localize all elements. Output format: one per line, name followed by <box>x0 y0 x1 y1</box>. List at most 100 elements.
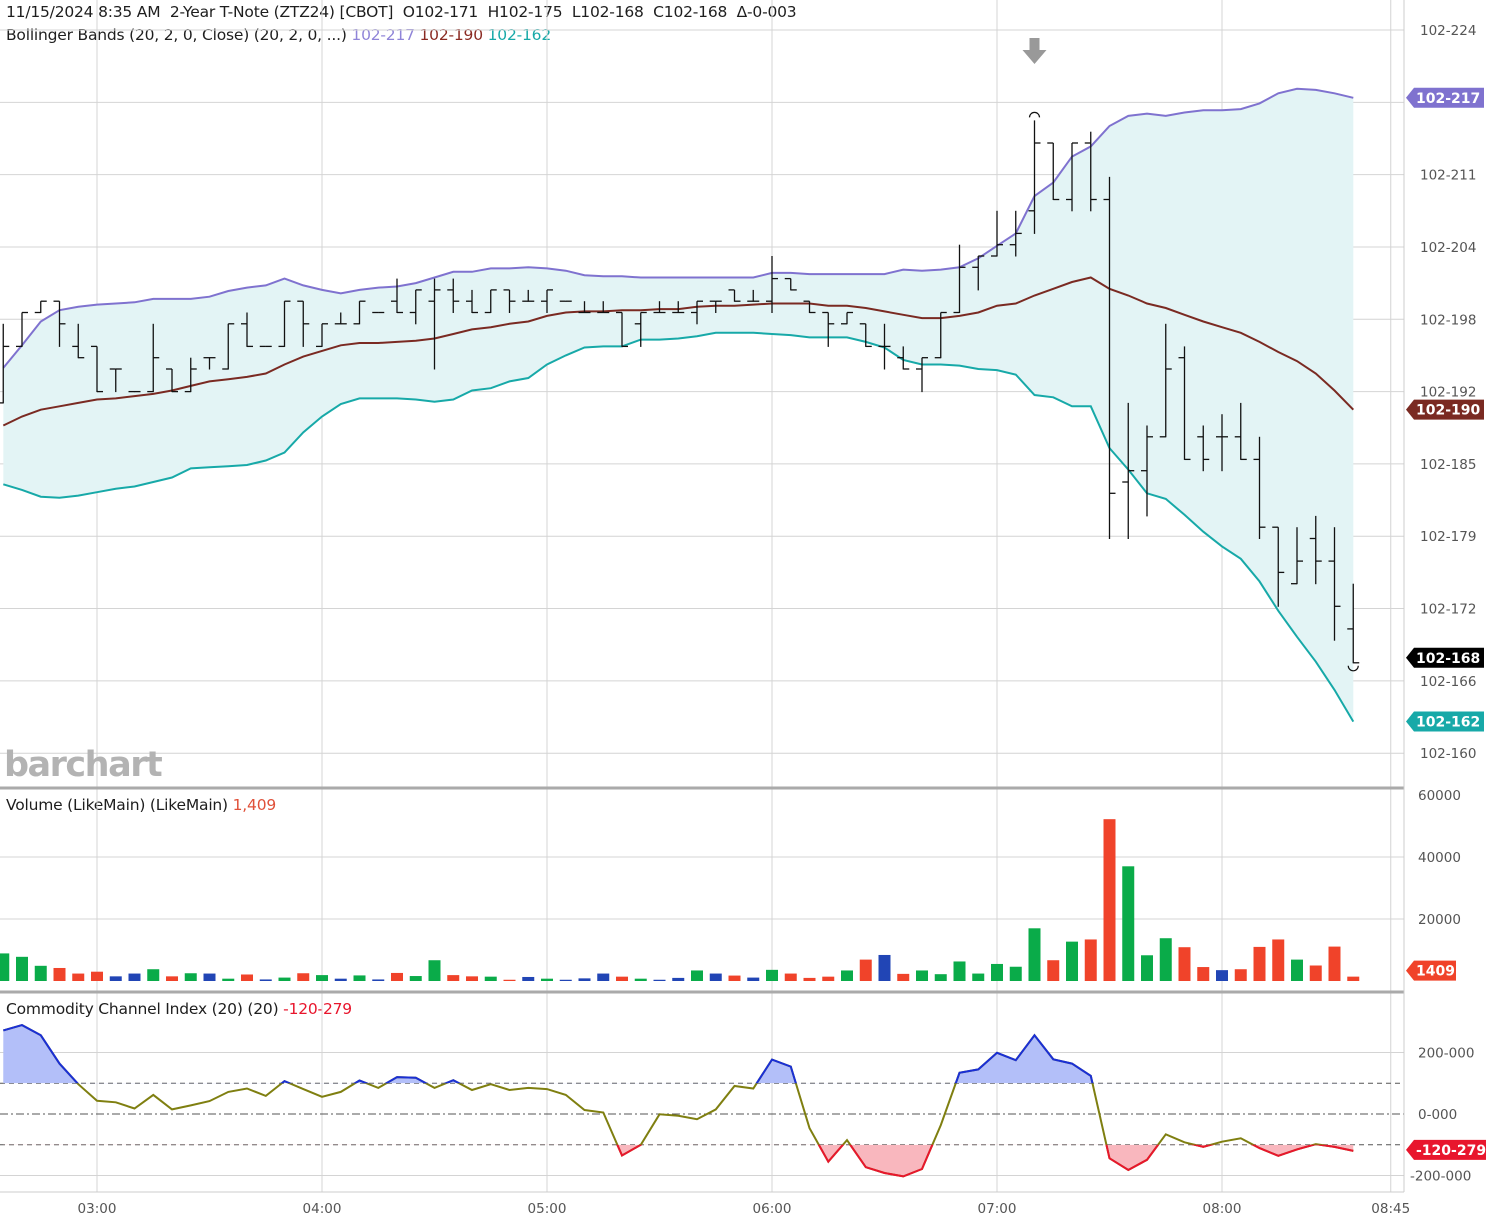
volume-bar <box>1141 955 1153 981</box>
volume-axis-label: 40000 <box>1418 850 1461 866</box>
price-axis-label: 102-179 <box>1420 529 1476 545</box>
ohlc-bar <box>353 300 366 325</box>
ohlc-bar <box>728 289 741 302</box>
volume-bars <box>0 819 1360 981</box>
volume-bar <box>691 970 703 981</box>
ohlc-bar <box>34 300 47 314</box>
lower-band-badge-shape <box>1406 711 1484 732</box>
ohlc-bar <box>1216 414 1228 472</box>
ohlc-bar <box>709 300 722 313</box>
ohlc-bar <box>203 357 216 370</box>
ohlc-bar <box>166 368 178 393</box>
volume-bar <box>522 976 535 981</box>
volume-bar <box>484 976 497 981</box>
low-marker <box>1347 665 1359 672</box>
ohlc-bar <box>109 368 122 393</box>
volume-bar <box>747 977 760 981</box>
volume-bar <box>184 973 197 981</box>
volume-label: Volume (LikeMain) (LikeMain) <box>6 796 228 814</box>
cci-axis-label: -200-000 <box>1410 1169 1471 1185</box>
bollinger-bands <box>2 87 1355 723</box>
volume-bar <box>541 978 553 981</box>
volume-bar <box>1103 819 1116 981</box>
ohlc-bar <box>297 300 310 347</box>
lower-band-badge-text: 102-162 <box>1416 715 1480 731</box>
volume-bar <box>1159 938 1172 981</box>
ohlc-bar <box>278 300 291 348</box>
volume-bar <box>391 972 403 981</box>
ohlc-bar <box>859 323 872 348</box>
volume-bar <box>822 976 835 981</box>
volume-bar <box>1066 941 1078 981</box>
time-axis-label: 04:00 <box>303 1201 342 1217</box>
ohlc-bar <box>634 311 647 347</box>
volume-bar <box>409 976 422 981</box>
ohlc-bar <box>691 300 703 325</box>
bollinger-upper-line <box>2 87 1354 369</box>
ohlc-bar <box>1103 176 1116 539</box>
volume-bar <box>672 977 685 981</box>
volume-bar <box>1328 946 1341 981</box>
axes: 03:00 04:00 05:00 06:00 07:00 08:00 08:45 102-2… <box>78 23 1477 1217</box>
cci-overbought-fill <box>3 1025 1354 1084</box>
volume-bar <box>222 978 235 981</box>
volume-bar <box>878 954 891 981</box>
ohlc-bar <box>1122 402 1135 539</box>
ohlc-bar <box>1347 583 1360 664</box>
cci-badge-shape <box>1406 1139 1486 1160</box>
ohlc-bar <box>484 289 497 314</box>
ohlc-bar <box>1309 515 1322 585</box>
volume-bar <box>447 975 460 981</box>
middle-band-badge: 102-190 <box>1406 399 1484 420</box>
volume-bar <box>1047 960 1060 981</box>
ohlc-bar <box>1291 527 1303 585</box>
volume-bar <box>466 976 478 981</box>
volume-bar <box>916 970 928 981</box>
header-close: C102-168 <box>653 3 728 21</box>
ohlc-bar <box>409 289 422 325</box>
volume-bar <box>953 961 966 981</box>
ohlc-bar <box>578 301 591 314</box>
last-price-badge: 102-168 <box>1406 647 1484 668</box>
volume-bar <box>16 956 28 981</box>
volume-badge: 1409 <box>1406 960 1456 981</box>
upper-band-badge-shape <box>1406 87 1484 108</box>
volume-bar <box>1272 939 1285 981</box>
ohlc-bar <box>53 300 66 347</box>
ohlc-bar <box>1159 323 1172 438</box>
chart-header: 11/15/2024 8:35 AM 2-Year T-Note (ZTZ24)… <box>6 3 797 21</box>
high-marker <box>1028 111 1041 118</box>
volume-bar <box>297 973 310 981</box>
cci-value: -120-279 <box>283 1000 352 1018</box>
last-price-badge-shape <box>1406 647 1484 668</box>
ohlc-bar <box>1234 402 1247 461</box>
volume-bar <box>1216 970 1228 981</box>
volume-bar <box>316 975 328 981</box>
cci-line-oversold <box>616 1144 1354 1178</box>
volume-bar <box>578 978 591 981</box>
ohlc-bar <box>597 301 610 314</box>
ohlc-bar <box>503 289 516 313</box>
volume-bar <box>91 971 103 981</box>
volume-bar <box>34 965 47 981</box>
volume-bar <box>72 973 85 981</box>
volume-value: 1,409 <box>232 796 277 814</box>
volume-bar <box>1253 946 1266 981</box>
ohlc-bar <box>184 357 197 393</box>
ohlc-bar <box>0 323 10 404</box>
axis-badges: 102-217 102-190 102-168 102-162 1409 -120-279 <box>1406 87 1486 1160</box>
ohlc-bar <box>934 311 947 359</box>
ohlc-bar <box>222 323 235 370</box>
ohlc-bar <box>897 346 910 370</box>
ohlc-bar <box>1328 527 1341 641</box>
volume-badge-text: 1409 <box>1416 964 1455 980</box>
price-bars <box>0 38 1360 672</box>
volume-bar <box>203 973 216 981</box>
cci-axis-label: 0-000 <box>1418 1107 1457 1123</box>
ohlc-bar <box>1178 346 1191 461</box>
header-low: L102-168 <box>571 3 644 21</box>
upper-band-badge: 102-217 <box>1406 87 1484 108</box>
price-axis-label: 102-198 <box>1420 312 1476 328</box>
volume-bar <box>109 976 122 981</box>
